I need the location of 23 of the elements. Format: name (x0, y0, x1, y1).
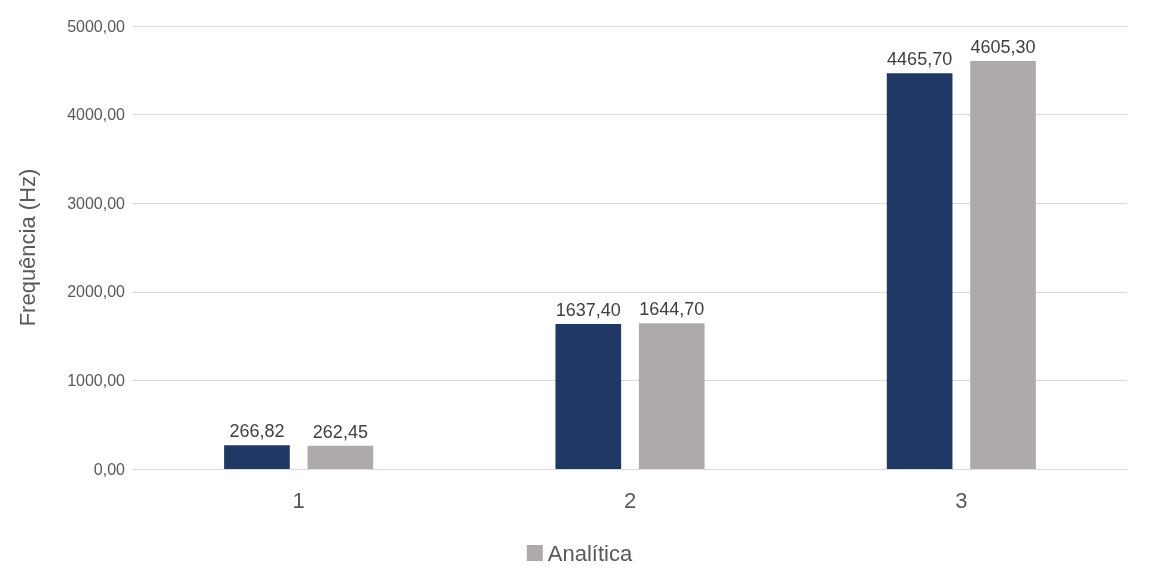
bar (555, 323, 622, 469)
bar (307, 445, 374, 469)
x-tick-label: 3 (955, 487, 968, 513)
bar (970, 60, 1036, 469)
bar (224, 445, 290, 469)
y-tick-label: 2000,00 (67, 283, 126, 301)
data-label: 4605,30 (970, 36, 1036, 57)
y-tick-label: 0,00 (93, 460, 126, 478)
data-label: 1644,70 (639, 299, 705, 320)
x-tick-label: 2 (623, 487, 637, 513)
y-tick-label: 5000,00 (67, 17, 126, 35)
data-label: 1637,40 (555, 299, 621, 320)
bar (886, 73, 953, 469)
y-axis-title: Frequência (Hz) (14, 168, 40, 327)
y-tick-label: 1000,00 (67, 371, 126, 389)
bar (638, 323, 705, 469)
data-label: 266,82 (229, 421, 285, 442)
x-tick-label: 1 (292, 487, 305, 513)
y-tick-label: 4000,00 (67, 106, 126, 124)
y-tick-label: 3000,00 (67, 194, 126, 212)
data-label: 4465,70 (887, 49, 953, 70)
legend-label: Analítica (547, 540, 633, 566)
data-label: 262,45 (312, 421, 368, 442)
